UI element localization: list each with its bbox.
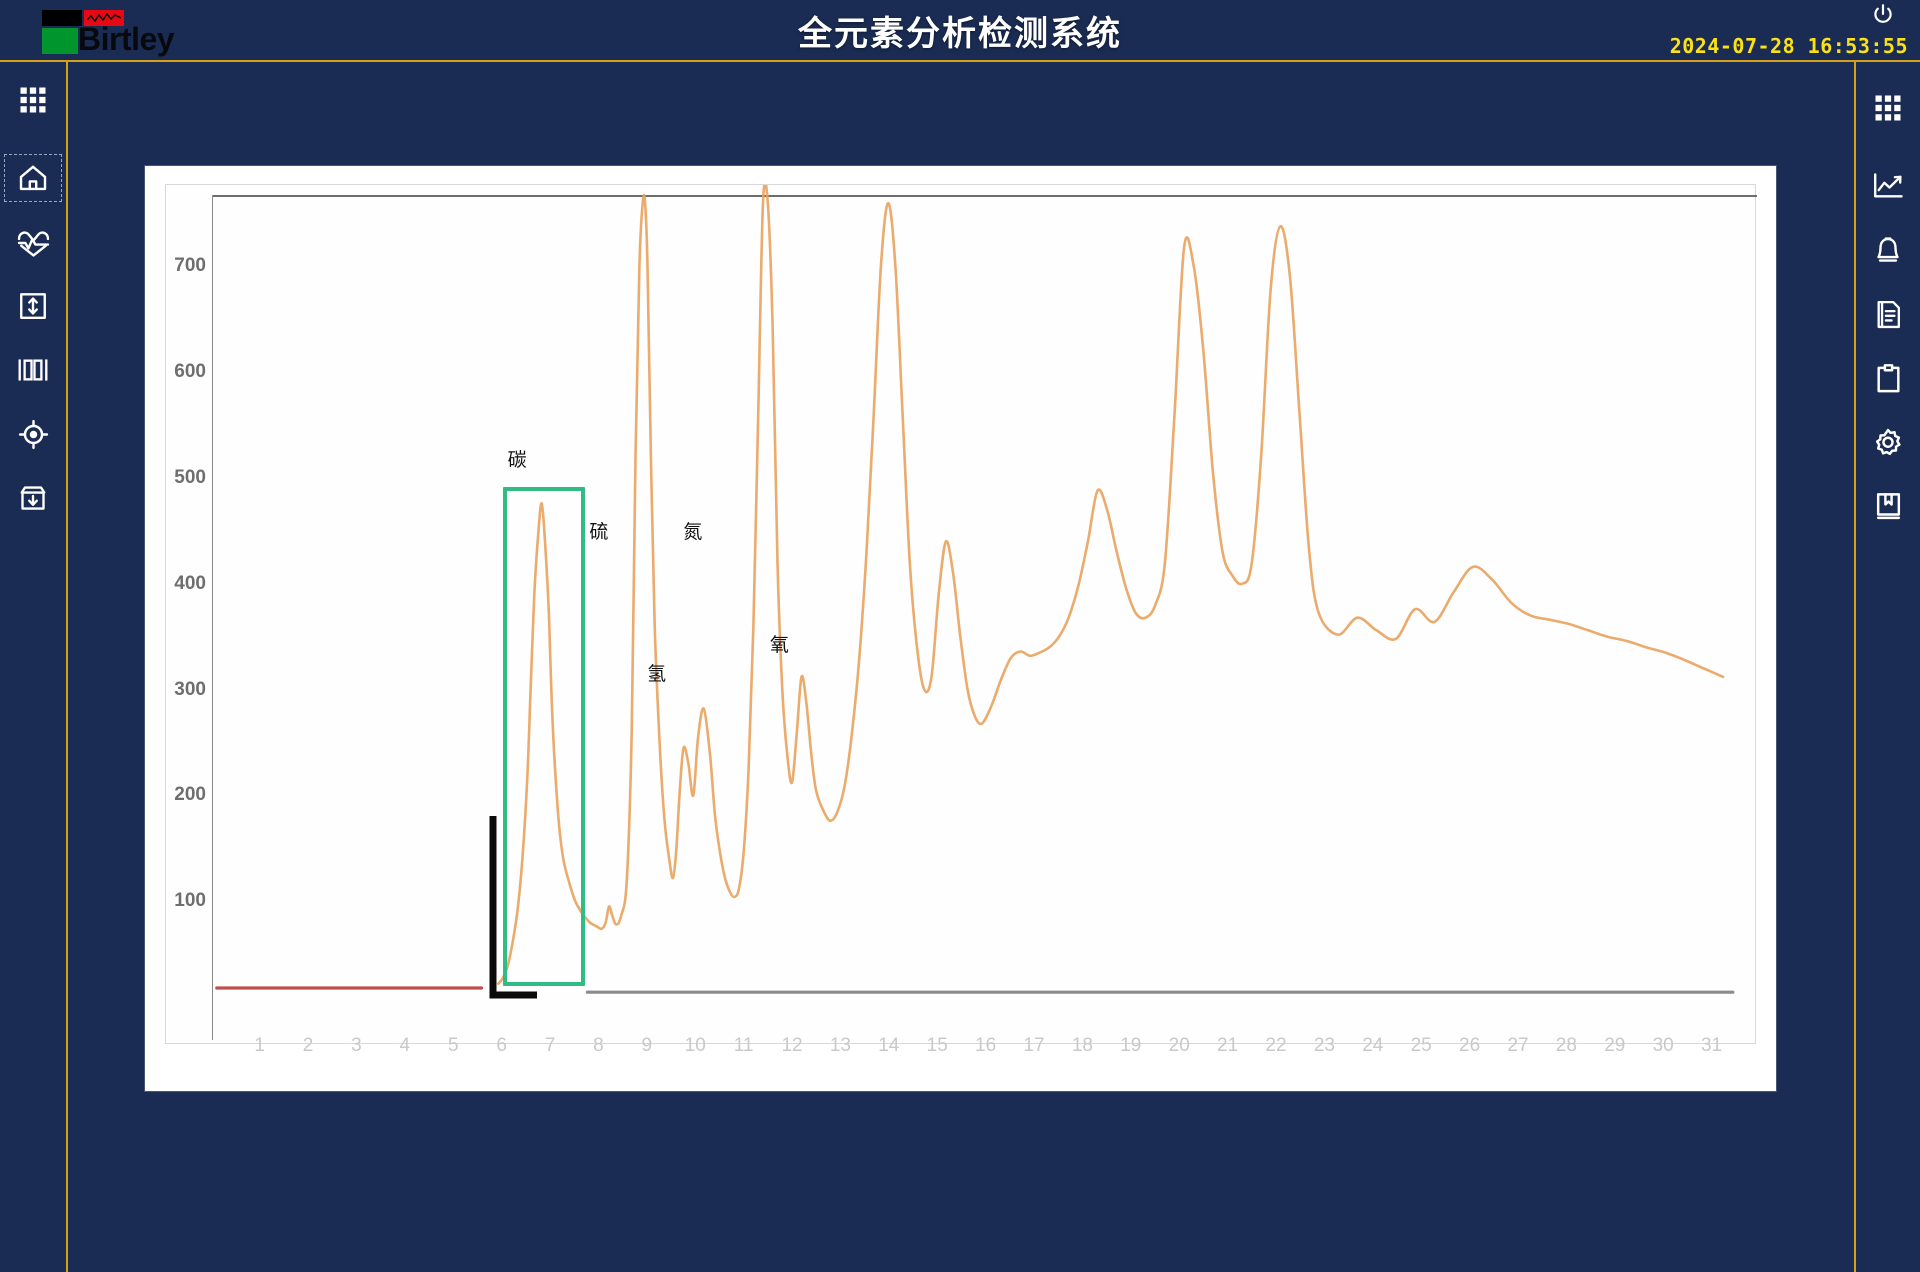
- chart-plot-area[interactable]: 700 600 500 400 300 200 100 碳硫 氮氢 氧: [165, 184, 1757, 1044]
- bracket-path: [489, 816, 538, 999]
- x-tick-21: 21: [1217, 1035, 1239, 1056]
- document-lines-icon: [1874, 299, 1903, 330]
- oxygen-label: 氧: [769, 634, 789, 657]
- line-chart-icon: [1872, 171, 1904, 201]
- spectrum-chart-card: 700 600 500 400 300 200 100 碳硫 氮氢 氧: [145, 166, 1776, 1091]
- x-tick-11: 11: [733, 1035, 754, 1056]
- sidebar-item-document[interactable]: [1856, 288, 1920, 340]
- sidebar-item-spectrum[interactable]: [0, 344, 66, 396]
- x-tick-12: 12: [781, 1035, 803, 1056]
- home-icon: [17, 162, 49, 194]
- left-rail-divider: [66, 60, 68, 1272]
- x-tick-6: 6: [496, 1035, 507, 1056]
- vertical-arrows-box-icon: [18, 291, 48, 321]
- x-tick-29: 29: [1604, 1035, 1626, 1056]
- app-header: Birtley 全元素分析检测系统 2024-07-28 16:53:55: [0, 0, 1920, 62]
- x-tick-17: 17: [1023, 1035, 1045, 1056]
- x-axis-tick-labels: 1 2 3 4 5 6 7 8 9 10 11 12 13 14 15 16 17 18 19 20 21 22 23 24 2…: [165, 1035, 1765, 1065]
- chart-top-border: [212, 195, 1757, 197]
- logo-green-square: [42, 28, 78, 54]
- x-tick-8: 8: [593, 1035, 604, 1056]
- brand-logo[interactable]: Birtley: [26, 7, 186, 56]
- apps-grid-icon: [1873, 93, 1903, 123]
- x-tick-14: 14: [878, 1035, 900, 1056]
- sidebar-item-settings[interactable]: [1856, 416, 1920, 468]
- x-tick-28: 28: [1555, 1035, 1577, 1056]
- nitrogen-label: 氮: [683, 520, 703, 543]
- x-tick-3: 3: [351, 1035, 362, 1056]
- x-tick-15: 15: [926, 1035, 948, 1056]
- logo-red-square: [84, 10, 124, 26]
- clipboard-icon: [1874, 363, 1903, 394]
- series-spectrum: [497, 185, 1725, 985]
- y-tick-200: 200: [174, 784, 206, 806]
- sidebar-item-monitor[interactable]: [0, 216, 66, 268]
- x-tick-16: 16: [975, 1035, 997, 1056]
- x-tick-22: 22: [1265, 1035, 1287, 1056]
- spectrum-curves: [215, 185, 1735, 994]
- sidebar-item-locate[interactable]: [0, 408, 66, 460]
- levels-bars-icon: [17, 355, 49, 385]
- y-tick-100: 100: [174, 890, 206, 912]
- heart-pulse-icon: [17, 226, 50, 259]
- y-tick-400: 400: [174, 572, 206, 594]
- x-tick-1: 1: [254, 1035, 265, 1056]
- x-tick-2: 2: [302, 1035, 314, 1056]
- hydrogen-label: 氢: [647, 662, 667, 685]
- baseline-bracket-marker: [489, 816, 538, 999]
- y-tick-500: 500: [174, 467, 206, 489]
- datetime-display: 2024-07-28 16:53:55: [1669, 34, 1908, 58]
- sidebar-item-manual[interactable]: [1856, 480, 1920, 532]
- right-sidebar: [1856, 62, 1920, 1272]
- sidebar-item-apps[interactable]: [0, 74, 66, 126]
- power-glyph: [1874, 4, 1892, 23]
- x-tick-24: 24: [1362, 1035, 1384, 1056]
- x-tick-19: 19: [1120, 1035, 1142, 1056]
- x-tick-27: 27: [1507, 1035, 1529, 1056]
- book-bookmark-icon: [1874, 491, 1903, 522]
- sidebar-item-records[interactable]: [1856, 352, 1920, 404]
- crosshair-target-icon: [18, 419, 49, 450]
- x-tick-13: 13: [829, 1035, 851, 1056]
- sidebar-item-apps-right[interactable]: [1856, 82, 1920, 134]
- logo-waveform-icon: [87, 13, 121, 23]
- x-tick-10: 10: [684, 1035, 706, 1056]
- x-tick-4: 4: [399, 1035, 411, 1056]
- y-axis-line: [212, 195, 213, 1040]
- y-tick-600: 600: [174, 361, 206, 383]
- carbon-selection-box[interactable]: [503, 486, 585, 986]
- logo-black-square: [42, 10, 82, 26]
- x-tick-26: 26: [1459, 1035, 1481, 1056]
- x-tick-18: 18: [1071, 1035, 1093, 1056]
- sulfur-label: 硫: [589, 520, 609, 543]
- bell-icon: [1873, 235, 1903, 266]
- left-sidebar: [0, 62, 66, 1272]
- sidebar-item-archive[interactable]: [0, 472, 66, 524]
- x-tick-31: 31: [1700, 1035, 1723, 1056]
- x-tick-30: 30: [1652, 1035, 1674, 1056]
- power-icon[interactable]: [1870, 2, 1896, 28]
- sidebar-item-home[interactable]: [0, 152, 66, 204]
- x-tick-20: 20: [1168, 1035, 1190, 1056]
- x-tick-23: 23: [1313, 1035, 1335, 1056]
- archive-download-icon: [18, 483, 48, 513]
- x-tick-5: 5: [447, 1035, 459, 1056]
- logo-text: Birtley: [78, 21, 175, 57]
- x-tick-9: 9: [641, 1035, 653, 1056]
- sidebar-item-calibrate[interactable]: [0, 280, 66, 332]
- header-divider: [0, 60, 1920, 62]
- carbon-label: 碳: [507, 448, 527, 471]
- apps-grid-icon: [18, 85, 48, 115]
- right-rail-divider: [1854, 60, 1856, 1272]
- x-tick-25: 25: [1410, 1035, 1432, 1056]
- x-tick-7: 7: [544, 1035, 556, 1056]
- sidebar-item-trend[interactable]: [1856, 160, 1920, 212]
- y-tick-700: 700: [174, 255, 206, 277]
- sidebar-item-alarm[interactable]: [1856, 224, 1920, 276]
- page-title: 全元素分析检测系统: [798, 15, 1122, 53]
- gear-icon: [1872, 427, 1904, 458]
- y-tick-300: 300: [174, 678, 206, 700]
